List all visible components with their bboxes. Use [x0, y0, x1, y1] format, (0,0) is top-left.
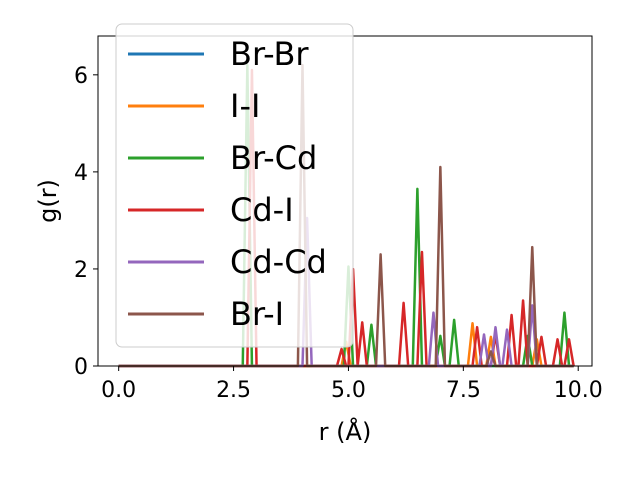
legend-item-cd-cd: Cd-Cd — [128, 243, 327, 281]
y-tick-label: 0 — [74, 355, 88, 380]
y-tick-label: 6 — [74, 64, 88, 89]
x-tick-label: 5.0 — [331, 378, 366, 403]
x-tick-label: 2.5 — [216, 378, 251, 403]
tick-layer: 0.0 2.5 5.0 7.5 10.0 0 2 4 6 — [74, 64, 603, 403]
legend-item-cd-i: Cd-I — [128, 191, 294, 229]
legend: Br-Br I-I Br-Cd Cd-I Cd-Cd Br-I — [115, 23, 354, 348]
x-axis-label: r (Å) — [319, 417, 372, 446]
legend-label: Cd-I — [230, 191, 294, 229]
x-tick-label: 7.5 — [446, 378, 481, 403]
legend-label: Br-Cd — [230, 139, 317, 177]
x-tick-label: 10.0 — [554, 378, 603, 403]
x-tick-label: 0.0 — [101, 378, 136, 403]
legend-label: Br-Br — [230, 35, 309, 73]
legend-label: I-I — [230, 87, 260, 125]
legend-item-br-i: Br-I — [128, 295, 284, 333]
y-tick-label: 4 — [74, 161, 88, 186]
legend-item-br-cd: Br-Cd — [128, 139, 317, 177]
legend-item-i-i: I-I — [128, 87, 260, 125]
legend-label: Br-I — [230, 295, 284, 333]
legend-label: Cd-Cd — [230, 243, 327, 281]
y-tick-label: 2 — [74, 258, 88, 283]
legend-item-br-br: Br-Br — [128, 35, 309, 73]
y-axis-label: g(r) — [34, 179, 62, 223]
